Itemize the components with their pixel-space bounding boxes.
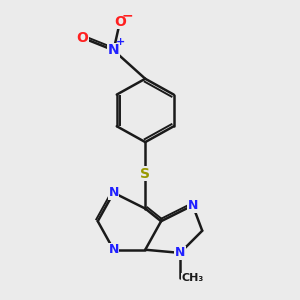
Text: N: N: [175, 246, 185, 260]
Text: N: N: [108, 186, 119, 199]
Text: +: +: [116, 38, 125, 47]
Text: N: N: [108, 43, 119, 57]
Text: N: N: [108, 243, 119, 256]
Text: −: −: [122, 8, 134, 22]
Text: CH₃: CH₃: [182, 273, 204, 283]
Text: S: S: [140, 167, 150, 181]
Text: O: O: [76, 31, 88, 45]
Text: O: O: [114, 15, 126, 29]
Text: N: N: [188, 199, 198, 212]
